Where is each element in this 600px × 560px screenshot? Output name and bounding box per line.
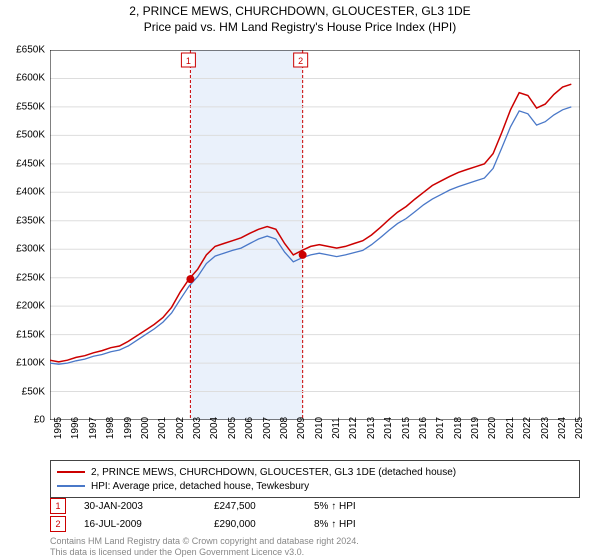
y-tick-label: £500K [0, 130, 45, 141]
legend-label-property: 2, PRINCE MEWS, CHURCHDOWN, GLOUCESTER, … [91, 467, 456, 478]
x-tick-label: 2019 [470, 417, 481, 439]
legend-item-hpi: HPI: Average price, detached house, Tewk… [57, 479, 573, 493]
y-tick-label: £0 [0, 415, 45, 426]
x-tick-label: 2002 [175, 417, 186, 439]
x-tick-label: 2023 [540, 417, 551, 439]
x-tick-label: 2004 [209, 417, 220, 439]
footer-attribution: Contains HM Land Registry data © Crown c… [50, 536, 359, 558]
transaction-row-1: 1 30-JAN-2003 £247,500 5% ↑ HPI [50, 498, 394, 514]
x-tick-label: 1996 [70, 417, 81, 439]
x-tick-label: 2014 [383, 417, 394, 439]
x-tick-label: 2009 [296, 417, 307, 439]
x-tick-label: 2017 [435, 417, 446, 439]
chart-plot-area: 12 £0£50K£100K£150K£200K£250K£300K£350K£… [50, 50, 580, 420]
y-tick-label: £200K [0, 301, 45, 312]
y-tick-label: £450K [0, 158, 45, 169]
chart-title-address: 2, PRINCE MEWS, CHURCHDOWN, GLOUCESTER, … [0, 4, 600, 18]
y-tick-label: £300K [0, 244, 45, 255]
legend-label-hpi: HPI: Average price, detached house, Tewk… [91, 481, 309, 492]
legend-item-property: 2, PRINCE MEWS, CHURCHDOWN, GLOUCESTER, … [57, 465, 573, 479]
x-tick-label: 2008 [279, 417, 290, 439]
y-tick-label: £350K [0, 215, 45, 226]
legend-swatch-property [57, 471, 85, 473]
y-tick-label: £550K [0, 101, 45, 112]
x-tick-label: 2022 [522, 417, 533, 439]
y-tick-label: £150K [0, 329, 45, 340]
x-tick-label: 2005 [227, 417, 238, 439]
x-tick-label: 2020 [487, 417, 498, 439]
chart-container: 2, PRINCE MEWS, CHURCHDOWN, GLOUCESTER, … [0, 0, 600, 560]
x-tick-label: 2016 [418, 417, 429, 439]
transaction-price-2: £290,000 [214, 519, 314, 530]
transaction-table: 1 30-JAN-2003 £247,500 5% ↑ HPI 2 16-JUL… [50, 498, 394, 534]
y-tick-label: £600K [0, 73, 45, 84]
x-tick-label: 2000 [140, 417, 151, 439]
transaction-marker-2: 2 [50, 516, 66, 532]
transaction-price-1: £247,500 [214, 501, 314, 512]
x-tick-label: 2021 [505, 417, 516, 439]
svg-text:1: 1 [186, 56, 191, 66]
x-tick-label: 2011 [331, 417, 342, 439]
legend-box: 2, PRINCE MEWS, CHURCHDOWN, GLOUCESTER, … [50, 460, 580, 498]
x-tick-label: 2010 [314, 417, 325, 439]
x-tick-label: 2025 [574, 417, 585, 439]
x-tick-label: 2024 [557, 417, 568, 439]
x-tick-label: 1999 [123, 417, 134, 439]
transaction-diff-2: 8% ↑ HPI [314, 519, 394, 530]
x-tick-label: 1997 [88, 417, 99, 439]
x-tick-label: 2006 [244, 417, 255, 439]
chart-title-subtitle: Price paid vs. HM Land Registry's House … [0, 20, 600, 34]
y-tick-label: £250K [0, 272, 45, 283]
y-tick-label: £400K [0, 187, 45, 198]
x-tick-label: 2001 [157, 417, 168, 439]
title-block: 2, PRINCE MEWS, CHURCHDOWN, GLOUCESTER, … [0, 0, 600, 34]
legend-swatch-hpi [57, 485, 85, 487]
transaction-date-2: 16-JUL-2009 [84, 519, 214, 530]
footer-line-2: This data is licensed under the Open Gov… [50, 547, 359, 558]
x-tick-label: 2007 [262, 417, 273, 439]
x-tick-label: 2018 [453, 417, 464, 439]
x-tick-label: 2015 [401, 417, 412, 439]
y-tick-label: £100K [0, 358, 45, 369]
x-tick-label: 1995 [53, 417, 64, 439]
transaction-diff-1: 5% ↑ HPI [314, 501, 394, 512]
svg-text:2: 2 [298, 56, 303, 66]
transaction-marker-1: 1 [50, 498, 66, 514]
x-tick-label: 2003 [192, 417, 203, 439]
x-tick-label: 1998 [105, 417, 116, 439]
x-tick-label: 2013 [366, 417, 377, 439]
chart-svg: 12 [50, 50, 580, 420]
y-tick-label: £50K [0, 386, 45, 397]
transaction-date-1: 30-JAN-2003 [84, 501, 214, 512]
footer-line-1: Contains HM Land Registry data © Crown c… [50, 536, 359, 547]
x-tick-label: 2012 [348, 417, 359, 439]
y-tick-label: £650K [0, 45, 45, 56]
transaction-row-2: 2 16-JUL-2009 £290,000 8% ↑ HPI [50, 516, 394, 532]
